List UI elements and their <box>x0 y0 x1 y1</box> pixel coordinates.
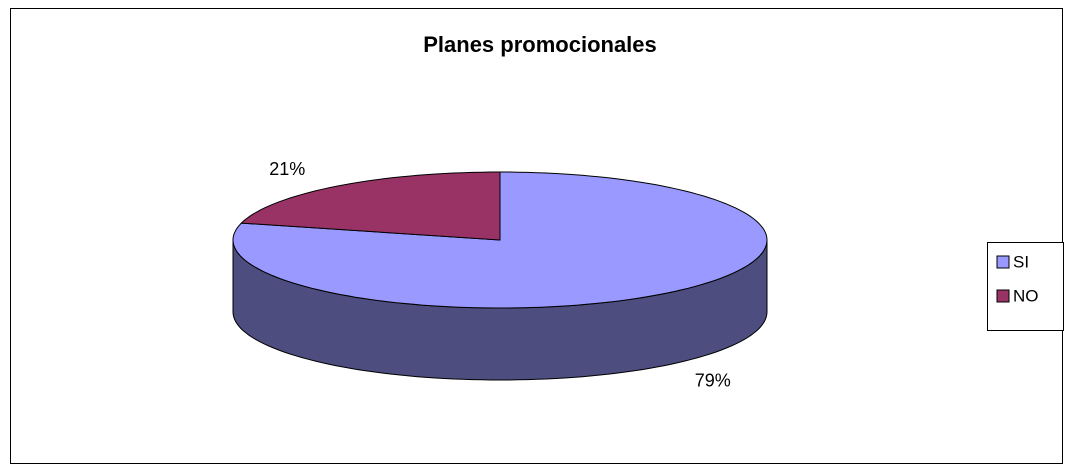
legend-label: NO <box>1013 286 1039 305</box>
legend-label: SI <box>1013 252 1029 271</box>
legend-swatch <box>996 289 1010 303</box>
data-label: 79% <box>695 371 731 391</box>
chart-title: Planes promocionales <box>423 32 657 57</box>
pie-slice <box>240 171 501 241</box>
legend-swatch <box>996 255 1010 269</box>
data-label: 21% <box>269 159 305 179</box>
